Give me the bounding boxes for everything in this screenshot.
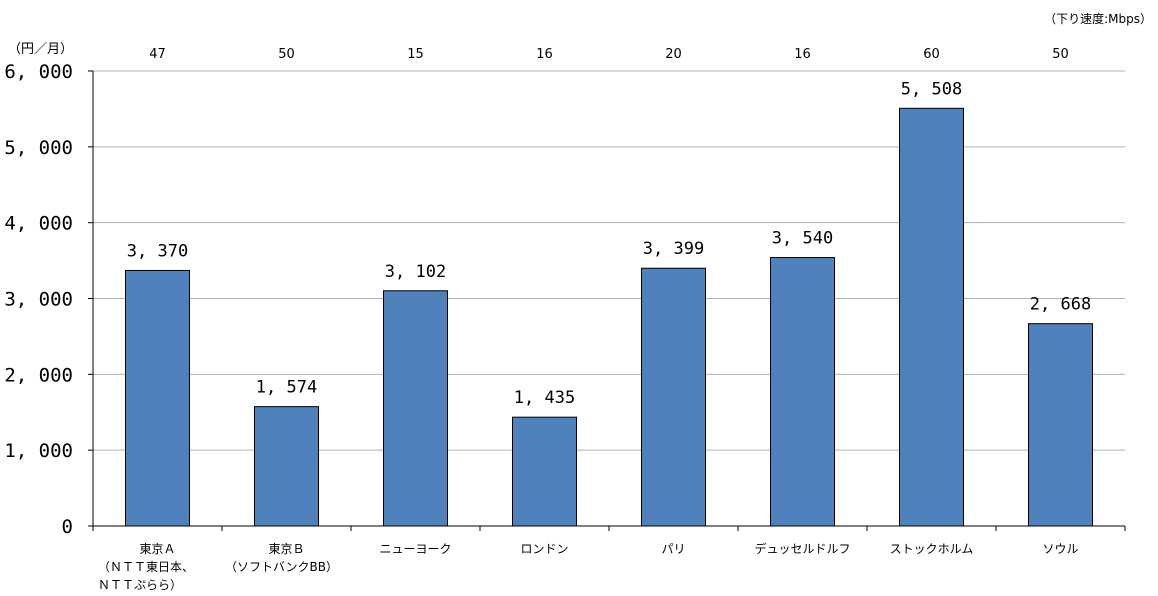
data-label: 5, 508 [901, 79, 962, 99]
bar [899, 107, 964, 527]
speed-label: 20 [665, 47, 682, 62]
data-label: 3, 540 [772, 229, 833, 249]
x-tick-sublabel: （ＮＴＴ東日本、 [98, 560, 195, 574]
bar [512, 416, 577, 527]
y-tick-label: 1, 000 [4, 440, 73, 462]
data-label: 2, 668 [1030, 295, 1091, 315]
y-axis-unit-label: （円／月） [8, 42, 74, 57]
y-tick-label: 4, 000 [4, 213, 73, 235]
speed-label: 16 [794, 47, 811, 62]
y-tick-label: 6, 000 [4, 61, 73, 83]
bar [383, 290, 448, 527]
speed-label: 50 [1052, 47, 1069, 62]
x-tick-label: ロンドン [520, 542, 569, 556]
bar [770, 257, 835, 527]
y-tick-label: 0 [62, 516, 73, 538]
speed-label: 15 [407, 47, 424, 62]
x-tick-sublabel: （ソフトバンクBB） [224, 560, 339, 574]
x-tick-label: ソウル [1042, 542, 1079, 556]
data-label: 1, 435 [514, 388, 575, 408]
y-tick-label: 5, 000 [4, 137, 73, 159]
y-tick-label: 2, 000 [4, 364, 73, 386]
x-tick-label: 東京Ａ [139, 542, 176, 556]
bar [641, 267, 706, 527]
speed-label: 60 [923, 47, 940, 62]
data-label: 3, 102 [385, 262, 446, 282]
x-tick-label: 東京Ｂ [268, 542, 305, 556]
x-tick-label: パリ [661, 542, 686, 556]
speed-label: 50 [278, 47, 295, 62]
x-tick-sublabel: ＮＴＴぷらら） [98, 578, 183, 592]
data-label: 3, 370 [127, 241, 188, 261]
x-tick-label: デュッセルドルフ [754, 542, 851, 556]
bar [254, 406, 319, 527]
speed-unit-label: （下り速度:Mbps） [1044, 12, 1152, 26]
x-tick-label: ストックホルム [889, 542, 974, 556]
speed-label: 16 [536, 47, 553, 62]
x-tick-label: ニューヨーク [379, 542, 452, 556]
data-label: 1, 574 [256, 378, 317, 398]
y-tick-label: 3, 000 [4, 289, 73, 311]
speed-label: 47 [149, 47, 166, 62]
bar [125, 269, 190, 527]
bar [1028, 323, 1093, 527]
data-label: 3, 399 [643, 239, 704, 259]
